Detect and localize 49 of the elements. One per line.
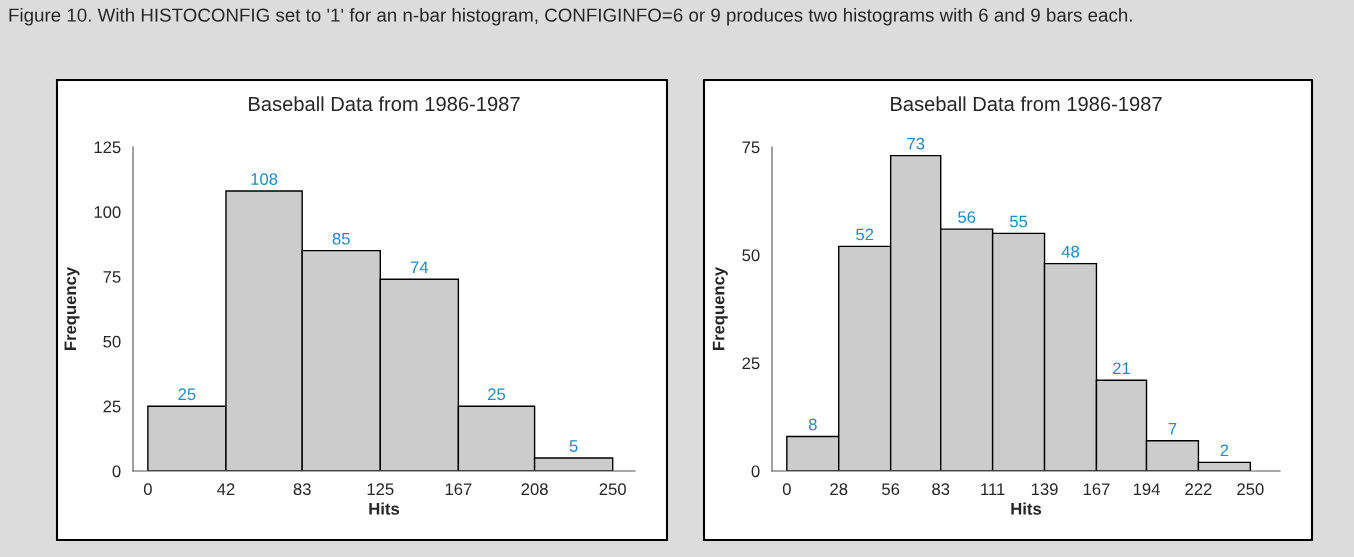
- caption: Figure 10. With HISTOCONFIG set to '1' for an n-bar histogram, CONFIGINFO=6 or 9 produces two histograms with 6 and 9 bars each.: [9, 8, 1132, 26]
- data-label: 25: [488, 388, 506, 401]
- chart-title: Baseball Data from 1986-1987: [891, 96, 1162, 112]
- data-label: 48: [1061, 245, 1080, 258]
- y-tick-label: 25: [742, 357, 760, 370]
- chart-title: Baseball Data from 1986-1987: [249, 96, 520, 112]
- data-label: 2: [1220, 444, 1229, 457]
- data-label: 55: [1009, 215, 1028, 228]
- x-tick-label: 83: [932, 483, 950, 496]
- x-tick-label: 167: [1083, 483, 1110, 496]
- x-tick-label: 28: [830, 483, 848, 496]
- data-label: 73: [907, 137, 925, 150]
- x-tick-label: 250: [599, 483, 626, 496]
- x-tick-label: 250: [1237, 483, 1264, 496]
- x-axis-title: Hits: [1011, 502, 1042, 515]
- y-tick-label: 75: [742, 141, 760, 154]
- data-label: 5: [569, 440, 578, 452]
- y-tick-label: 50: [103, 335, 121, 348]
- x-tick-label: 56: [882, 483, 900, 496]
- data-label: 52: [856, 228, 874, 241]
- y-tick-label: 50: [742, 249, 760, 262]
- data-label: 21: [1113, 362, 1130, 375]
- y-tick-label: 0: [751, 465, 760, 478]
- data-label: 56: [958, 211, 976, 224]
- y-tick-label: 75: [103, 271, 121, 283]
- data-label: 74: [410, 261, 429, 273]
- y-axis-title: Frequency: [712, 266, 728, 351]
- x-tick-label: 167: [445, 483, 472, 496]
- y-tick-label: 125: [94, 141, 121, 154]
- x-tick-label: 0: [143, 483, 152, 496]
- x-tick-label: 208: [521, 483, 548, 496]
- x-tick-label: 0: [782, 483, 791, 496]
- data-label: 25: [178, 388, 196, 401]
- y-tick-label: 25: [103, 400, 121, 413]
- data-label: 7: [1168, 423, 1177, 435]
- data-label: 8: [808, 418, 817, 431]
- y-tick-label: 0: [112, 465, 121, 478]
- x-tick-label: 42: [217, 483, 235, 495]
- x-tick-label: 111: [981, 483, 1005, 495]
- x-tick-label: 125: [367, 483, 394, 496]
- x-tick-label: 139: [1031, 483, 1058, 496]
- data-label: 108: [251, 173, 278, 185]
- x-tick-label: 194: [1133, 483, 1160, 496]
- y-axis-title: Frequency: [64, 266, 80, 351]
- data-label: 85: [332, 232, 350, 245]
- x-tick-label: 222: [1185, 483, 1212, 495]
- x-tick-label: 83: [293, 483, 311, 496]
- x-axis-title: Hits: [369, 502, 400, 515]
- y-tick-label: 100: [94, 206, 121, 218]
